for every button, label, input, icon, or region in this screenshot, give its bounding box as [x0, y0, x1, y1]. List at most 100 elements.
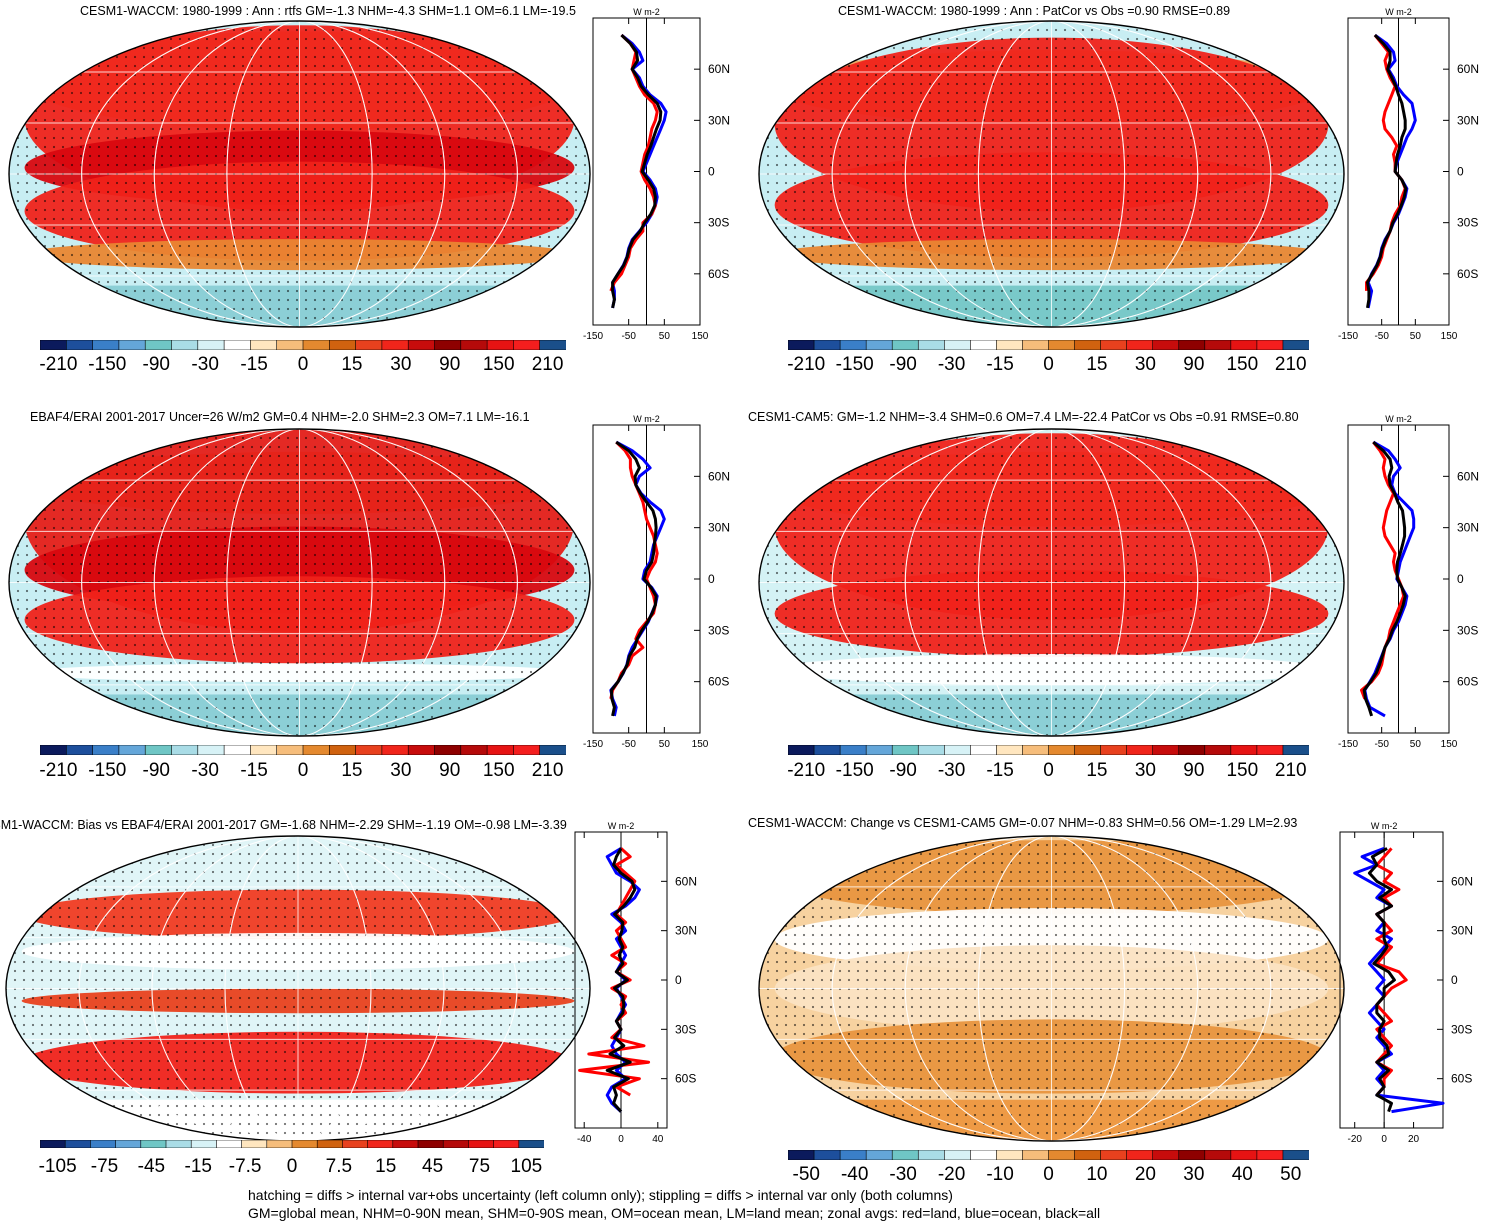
zonal-xtick-label: -150	[1338, 739, 1358, 750]
zonal-units-label: W m-2	[1385, 7, 1412, 17]
map-outline	[8, 20, 591, 328]
colorbar-swatch	[434, 340, 462, 350]
panel-title: CESM1-WACCM: Change vs CESM1-CAM5 GM=-0.…	[748, 816, 1298, 830]
zonal-ytick-label: 60S	[1457, 267, 1478, 281]
footer-caption-line1: hatching = diffs > internal var+obs unce…	[248, 1187, 953, 1203]
colorbar-swatch	[788, 340, 815, 350]
colorbar-swatch	[1230, 1150, 1258, 1160]
colorbar-swatch	[970, 745, 998, 755]
colorbar-swatch	[1178, 1150, 1206, 1160]
colorbar-swatch	[64, 1140, 92, 1148]
colorbar-tick-label: 150	[482, 760, 515, 781]
colorbar-tick-label: 210	[1274, 760, 1307, 781]
colorbar-tick-label: 15	[1086, 354, 1108, 375]
colorbar-swatch	[996, 745, 1024, 755]
colorbar-swatch	[1100, 340, 1128, 350]
colorbar-tick-label: -30	[937, 760, 966, 781]
colorbar-swatch	[865, 745, 893, 755]
colorbar-swatch	[40, 745, 67, 755]
zonal-xtick-label: 150	[1441, 739, 1458, 750]
colorbar-swatch	[328, 745, 357, 755]
colorbar-swatch	[1074, 340, 1102, 350]
graticule-meridian	[904, 429, 1199, 736]
colorbar-swatch	[970, 1150, 998, 1160]
colorbar-swatch	[40, 1140, 66, 1148]
colorbar-swatch	[328, 340, 357, 350]
graticule-meridian	[151, 836, 445, 1141]
colorbar-swatch	[90, 1140, 117, 1148]
zonal-ytick-label: 60S	[675, 1072, 696, 1086]
colorbar-swatch	[407, 340, 436, 350]
colorbar-swatch	[917, 340, 945, 350]
colorbar-swatch	[788, 1150, 815, 1160]
colorbar-swatch	[197, 745, 225, 755]
colorbar-tick-label: -150	[835, 760, 874, 781]
colorbar-tick-label: -15	[986, 760, 1014, 781]
zonal-xtick-label: -20	[1347, 1134, 1362, 1145]
zonal-average-plot: W m-2 60N 30N 0 30S 60S -150 -50 50 150	[1338, 7, 1479, 342]
colorbar-tick-label: -50	[792, 1164, 820, 1185]
graticule-meridian	[904, 836, 1199, 1141]
colorbar-tick-label: 30	[390, 760, 412, 781]
colorbar-tick-label: -75	[90, 1156, 119, 1177]
colorbar-tick-label: -40	[840, 1164, 869, 1185]
colorbar-swatch	[1074, 745, 1102, 755]
colorbar-swatch	[118, 340, 146, 350]
graticule-meridian	[226, 429, 373, 736]
colorbar-tick-label: 20	[1134, 1164, 1156, 1185]
zonal-ytick-label: 60S	[708, 675, 729, 689]
colorbar-swatch	[197, 340, 225, 350]
colorbar-swatch	[460, 745, 488, 755]
colorbar	[788, 745, 1309, 755]
zonal-ytick-label: 60S	[1457, 675, 1478, 689]
colorbar	[40, 745, 566, 755]
graticule-meridian	[226, 21, 373, 327]
colorbar-swatch	[1204, 340, 1232, 350]
colorbar-swatch	[1100, 745, 1128, 755]
colorbar-swatch	[486, 745, 515, 755]
zonal-ytick-label: 60S	[1451, 1072, 1472, 1086]
colorbar-swatch	[1256, 745, 1284, 755]
colorbar-tick-label: -10	[986, 1164, 1014, 1185]
colorbar-tick-label: -210	[39, 760, 78, 781]
colorbar-tick-label: 40	[1231, 1164, 1253, 1185]
colorbar-swatch	[813, 745, 841, 755]
colorbar-swatch	[144, 745, 173, 755]
zonal-frame	[1339, 831, 1444, 1129]
zonal-ytick-label: 60N	[708, 62, 730, 76]
colorbar-swatch	[250, 340, 278, 350]
colorbar-swatch	[970, 340, 998, 350]
graticule-meridian	[224, 836, 372, 1141]
zonal-xtick-label: -50	[621, 739, 636, 750]
colorbar-swatch	[241, 1140, 268, 1148]
global-map	[758, 20, 1345, 328]
zonal-ytick-label: 30S	[1451, 1022, 1472, 1036]
colorbar-swatch	[539, 340, 566, 350]
zonal-ytick-label: 30S	[708, 623, 729, 637]
colorbar-swatch	[917, 1150, 945, 1160]
colorbar-tick-label: -15	[240, 760, 268, 781]
colorbar-tick-label: 210	[531, 354, 564, 375]
zonal-average-plot: W m-2 60N 30N 0 30S 60S -150 -50 50 150	[583, 414, 730, 750]
colorbar-swatch	[171, 745, 199, 755]
graticule-meridian	[78, 836, 518, 1141]
zonal-xtick-label: 20	[1408, 1134, 1420, 1145]
zonal-ytick-label: 0	[708, 165, 715, 179]
zonal-ytick-label: 60N	[1451, 874, 1473, 888]
zonal-xtick-label: -150	[583, 739, 603, 750]
colorbar-swatch	[40, 340, 67, 350]
colorbar-swatch	[92, 745, 120, 755]
zonal-line-all	[610, 440, 658, 717]
zonal-units-label: W m-2	[1385, 414, 1412, 424]
zonal-xtick-label: 150	[692, 739, 709, 750]
zonal-line-all	[611, 34, 663, 309]
colorbar-tick-label: -15	[184, 1156, 212, 1177]
colorbar-tick-label: -30	[191, 354, 219, 375]
colorbar-swatch	[917, 745, 945, 755]
panel-title: CESM1-WACCM: 1980-1999 : Ann : rtfs GM=-…	[80, 4, 576, 18]
colorbar-tick-label: -15	[986, 354, 1014, 375]
colorbar-swatch	[1152, 745, 1180, 755]
colorbar-swatch	[1048, 340, 1076, 350]
graticule-meridian	[831, 836, 1272, 1141]
colorbar-swatch	[486, 340, 515, 350]
